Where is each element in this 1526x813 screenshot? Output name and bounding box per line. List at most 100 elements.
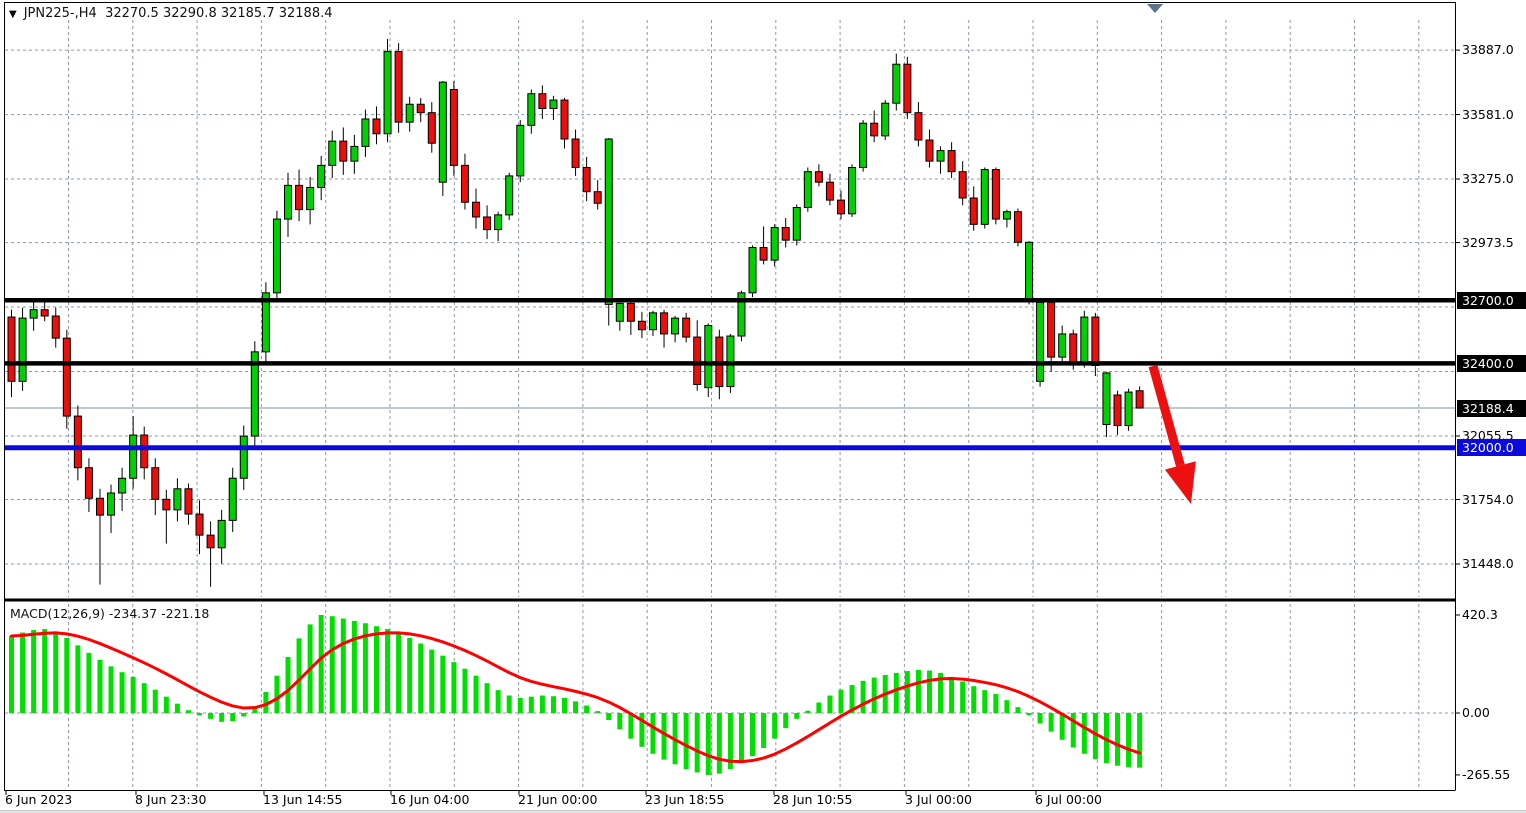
candle-body	[1002, 211, 1011, 220]
macd-histogram-bar	[64, 637, 70, 713]
macd-histogram-bar	[9, 636, 14, 713]
macd-histogram-bar	[119, 672, 125, 713]
macd-histogram-bar	[208, 713, 214, 719]
macd-histogram-bar	[1015, 707, 1021, 713]
macd-histogram-bar	[241, 713, 247, 717]
time-axis-label: 6 Jul 00:00	[1035, 792, 1103, 807]
candle-body	[1069, 333, 1078, 364]
macd-histogram-bar	[1081, 713, 1087, 754]
candle-body	[51, 315, 60, 339]
candle-body	[549, 99, 558, 109]
candle-body	[84, 467, 93, 499]
chart-shift-marker-icon[interactable]	[1147, 4, 1163, 13]
macd-histogram-bar	[230, 713, 236, 722]
candle-body	[383, 51, 392, 135]
macd-histogram-bar	[329, 616, 335, 713]
candle-body	[494, 214, 503, 231]
sell-arrow-head[interactable]	[1164, 461, 1196, 504]
candle-body	[626, 302, 635, 322]
candle-body	[947, 150, 956, 173]
macd-histogram-bar	[816, 702, 822, 713]
macd-histogram-bar	[761, 713, 767, 748]
macd-histogram-bar	[539, 695, 545, 713]
macd-histogram-bar	[42, 629, 48, 713]
chart-title: ▼ JPN225-,H4 32270.5 32290.8 32185.7 3218…	[9, 6, 333, 21]
candle-body	[195, 513, 204, 536]
candle-body	[95, 497, 104, 516]
macd-histogram-bar	[141, 683, 147, 713]
candle-body	[372, 118, 381, 135]
macd-histogram-bar	[451, 662, 457, 713]
candle-body	[339, 140, 348, 162]
candle-body	[571, 138, 580, 168]
candle-body	[682, 317, 691, 338]
macd-histogram-bar	[705, 713, 711, 775]
candle-body	[1025, 241, 1034, 301]
window-bottom-edge	[0, 810, 1526, 813]
candle-body	[914, 112, 923, 141]
candle-body	[759, 247, 768, 261]
candle-body	[284, 184, 292, 220]
candle-body	[737, 292, 746, 337]
macd-histogram-bar	[562, 697, 567, 713]
candle-body	[18, 317, 27, 382]
macd-histogram-bar	[285, 657, 291, 713]
candle-body	[848, 166, 857, 215]
price-axis-label: 33581.0	[1462, 106, 1514, 122]
time-axis-label: 28 Jun 10:55	[773, 792, 853, 807]
time-axis-label: 16 Jun 04:00	[390, 792, 470, 807]
macd-histogram-bar	[163, 696, 169, 713]
candle-body	[1124, 391, 1133, 427]
macd-histogram-bar	[661, 713, 667, 760]
price-axis-label: 31754.0	[1462, 491, 1514, 507]
price-axis-label: 33275.0	[1462, 171, 1514, 187]
macd-histogram-bar	[351, 620, 357, 713]
candle-body	[505, 175, 514, 216]
title-spacer	[97, 6, 105, 21]
macd-histogram-bar	[440, 655, 446, 713]
macd-histogram-bar	[926, 670, 932, 713]
macd-histogram-bar	[506, 695, 512, 713]
time-axis-label: 23 Jun 18:55	[645, 792, 725, 807]
macd-histogram-bar	[1037, 713, 1043, 724]
candle-body	[416, 103, 425, 114]
candle-body	[228, 477, 237, 521]
macd-histogram-bar	[296, 638, 302, 713]
macd-histogram-bar	[1048, 713, 1054, 732]
macd-histogram-bar	[1115, 713, 1120, 766]
candle-body	[693, 336, 702, 385]
candle-body	[582, 166, 591, 193]
candle-body	[427, 112, 436, 144]
candle-body	[217, 519, 226, 549]
macd-histogram-bar	[31, 629, 37, 713]
macd-histogram-bar	[716, 713, 722, 774]
macd-histogram-bar	[1059, 713, 1065, 740]
candle-body	[449, 89, 458, 166]
candle-body	[615, 302, 624, 322]
candle-body	[770, 227, 779, 261]
macd-histogram-bar	[1092, 713, 1098, 760]
candle-body	[803, 171, 812, 208]
macd-histogram-bar	[53, 631, 59, 713]
macd-histogram-bar	[495, 690, 501, 713]
macd-histogram-bar	[528, 696, 534, 713]
candle-body	[405, 103, 414, 123]
candle-body	[73, 415, 82, 469]
candle-body	[162, 498, 171, 511]
price-badge-resistance: 32700.0	[1457, 291, 1526, 309]
macd-axis-zero: 0.00	[1462, 705, 1490, 720]
macd-histogram-bar	[185, 710, 191, 713]
sell-arrow-shaft[interactable]	[1148, 364, 1185, 467]
candle-body	[1102, 372, 1111, 426]
candle-body	[870, 122, 879, 137]
candle-body	[825, 181, 834, 201]
candle-body	[814, 171, 823, 183]
macd-histogram-bar	[584, 705, 590, 713]
candle-body	[29, 309, 38, 319]
macd-histogram-bar	[152, 689, 158, 713]
candle-body	[748, 247, 757, 294]
macd-histogram-bar	[550, 696, 556, 713]
macd-histogram-bar	[915, 669, 921, 713]
